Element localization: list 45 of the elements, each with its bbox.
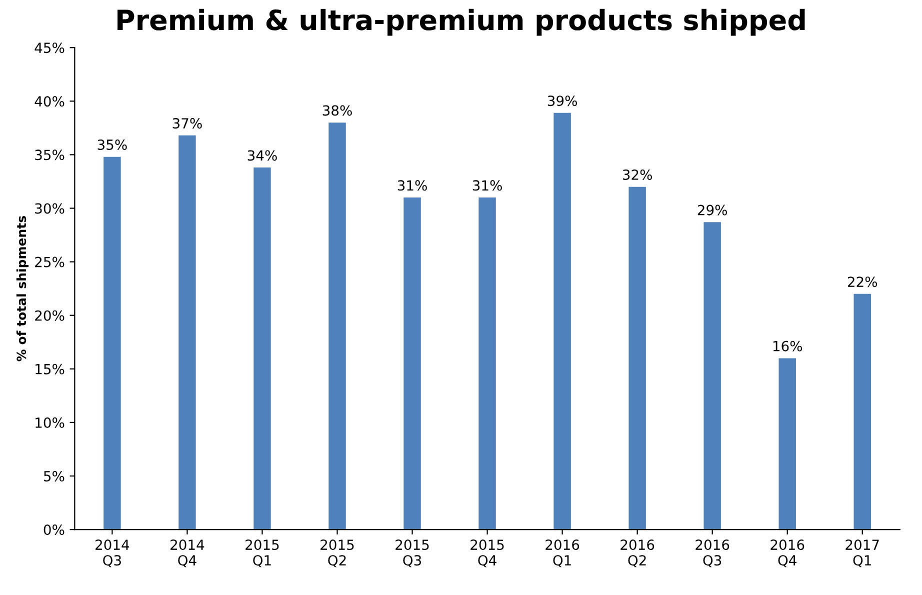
x-tick-label: 2016 Q4 xyxy=(770,540,804,568)
bar xyxy=(478,198,496,530)
x-tick-label: 2015 Q3 xyxy=(396,540,429,568)
y-tick-label: 10% xyxy=(36,417,64,428)
x-tick-label: 2015 Q4 xyxy=(470,540,504,568)
chart-title: Premium & ultra-premium products shipped xyxy=(118,8,805,36)
y-tick-label: 25% xyxy=(35,256,64,268)
data-label: 16% xyxy=(773,340,802,352)
data-label: 31% xyxy=(472,180,502,191)
data-label: 31% xyxy=(398,180,427,191)
y-tick-label: 40% xyxy=(34,96,64,107)
y-tick-label: 0% xyxy=(44,524,64,536)
y-tick-label: 5% xyxy=(44,470,64,482)
data-label: 29% xyxy=(698,204,727,216)
bar xyxy=(628,186,646,530)
bar xyxy=(254,168,271,530)
bar xyxy=(554,112,571,530)
data-label: 34% xyxy=(248,150,277,161)
x-tick-label: 2016 Q1 xyxy=(546,540,580,568)
y-tick-label: 15% xyxy=(36,364,64,374)
bar xyxy=(778,358,796,530)
x-tick-label: 2015 Q1 xyxy=(246,540,279,568)
data-label: 39% xyxy=(548,96,577,106)
y-axis-title: % of total shipments xyxy=(16,216,29,362)
bar xyxy=(178,135,196,530)
data-label: 22% xyxy=(848,276,878,288)
bar xyxy=(328,122,346,530)
bar xyxy=(104,156,121,530)
y-tick-label: 20% xyxy=(35,310,64,321)
y-tick-label: 30% xyxy=(35,203,64,214)
x-tick-label: 2016 Q3 xyxy=(696,540,730,568)
data-label: 35% xyxy=(98,139,127,150)
y-tick-label: 45% xyxy=(34,42,64,54)
bar xyxy=(854,294,871,530)
x-tick-label: 2014 Q3 xyxy=(96,540,130,568)
x-tick-label: 2016 Q2 xyxy=(620,540,654,568)
x-tick-label: 2015 Q2 xyxy=(320,540,354,568)
bar xyxy=(704,222,721,530)
bar xyxy=(404,198,421,530)
x-tick-label: 2014 Q4 xyxy=(170,540,204,568)
data-label: 32% xyxy=(622,169,652,180)
data-label: 38% xyxy=(322,105,352,116)
data-label: 37% xyxy=(172,118,202,129)
y-tick-label: 35% xyxy=(35,150,64,160)
x-tick-label: 2017 Q1 xyxy=(846,540,879,568)
